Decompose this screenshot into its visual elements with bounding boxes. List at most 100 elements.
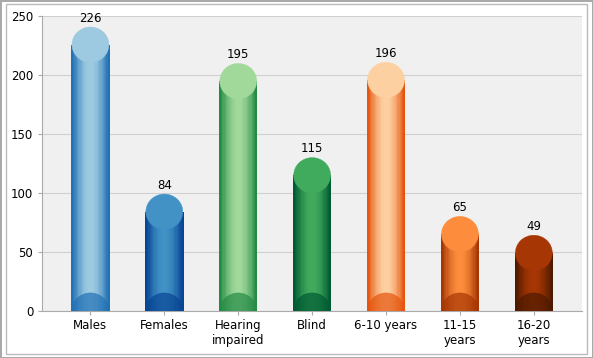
Bar [377, 80, 379, 310]
Bar [149, 212, 151, 310]
Bar [382, 80, 384, 310]
Bar [153, 212, 155, 310]
Bar [145, 212, 146, 310]
Bar [151, 212, 152, 310]
Bar [179, 212, 180, 310]
Bar [246, 81, 247, 310]
Bar [101, 45, 103, 310]
Bar [81, 45, 82, 310]
Bar [178, 212, 179, 310]
Bar [225, 81, 226, 310]
Bar [95, 45, 97, 310]
Bar [238, 81, 240, 310]
Bar [404, 80, 405, 310]
Bar [173, 212, 174, 310]
Bar [550, 253, 551, 310]
Bar [88, 45, 90, 310]
Bar [403, 80, 404, 310]
Bar [398, 80, 400, 310]
Text: 195: 195 [227, 48, 250, 61]
Bar [87, 45, 88, 310]
Bar [177, 212, 178, 310]
Text: 196: 196 [375, 47, 397, 60]
Bar [395, 80, 396, 310]
Bar [537, 253, 539, 310]
Bar [108, 45, 109, 310]
Bar [387, 80, 388, 310]
Bar [323, 175, 324, 310]
Bar [369, 80, 370, 310]
Bar [169, 212, 171, 310]
Bar [381, 80, 382, 310]
Bar [146, 212, 147, 310]
Bar [455, 234, 457, 310]
Bar [236, 81, 237, 310]
Bar [461, 234, 463, 310]
Bar [231, 81, 232, 310]
Bar [77, 45, 78, 310]
Bar [296, 175, 298, 310]
Bar [445, 234, 447, 310]
Bar [152, 212, 154, 310]
Bar [228, 81, 229, 310]
Text: 115: 115 [301, 142, 323, 155]
Bar [533, 253, 534, 310]
Bar [254, 81, 256, 310]
Bar [441, 234, 443, 310]
Bar [251, 81, 252, 310]
Ellipse shape [515, 293, 552, 328]
Text: 226: 226 [79, 11, 101, 25]
Bar [470, 234, 471, 310]
Bar [450, 234, 451, 310]
Bar [551, 253, 553, 310]
Bar [227, 81, 228, 310]
Bar [78, 45, 79, 310]
Bar [83, 45, 84, 310]
Bar [460, 234, 461, 310]
Bar [375, 80, 377, 310]
Bar [525, 253, 527, 310]
Bar [392, 80, 394, 310]
Ellipse shape [441, 293, 479, 328]
Bar [456, 234, 458, 310]
Bar [535, 253, 537, 310]
Bar [174, 212, 176, 310]
Bar [241, 81, 242, 310]
Bar [302, 175, 304, 310]
Bar [518, 253, 519, 310]
Bar [307, 175, 308, 310]
Ellipse shape [294, 158, 331, 193]
Bar [253, 81, 254, 310]
Bar [385, 80, 386, 310]
Bar [147, 212, 148, 310]
Bar [316, 175, 317, 310]
Bar [543, 253, 544, 310]
Ellipse shape [72, 27, 109, 62]
Bar [221, 81, 222, 310]
Bar [90, 45, 92, 310]
Bar [155, 212, 156, 310]
Bar [330, 175, 331, 310]
Bar [380, 80, 381, 310]
Bar [164, 212, 165, 310]
Bar [475, 234, 476, 310]
Bar [73, 45, 75, 310]
Bar [524, 253, 525, 310]
Bar [168, 212, 170, 310]
Bar [311, 175, 312, 310]
Bar [478, 234, 479, 310]
Bar [301, 175, 302, 310]
Bar [517, 253, 518, 310]
Bar [370, 80, 371, 310]
Bar [467, 234, 468, 310]
Bar [528, 253, 529, 310]
Bar [158, 212, 160, 310]
Bar [539, 253, 540, 310]
Bar [92, 45, 93, 310]
Bar [156, 212, 157, 310]
Bar [72, 45, 74, 310]
Bar [519, 253, 521, 310]
Bar [99, 45, 100, 310]
Bar [89, 45, 91, 310]
Bar [443, 234, 444, 310]
